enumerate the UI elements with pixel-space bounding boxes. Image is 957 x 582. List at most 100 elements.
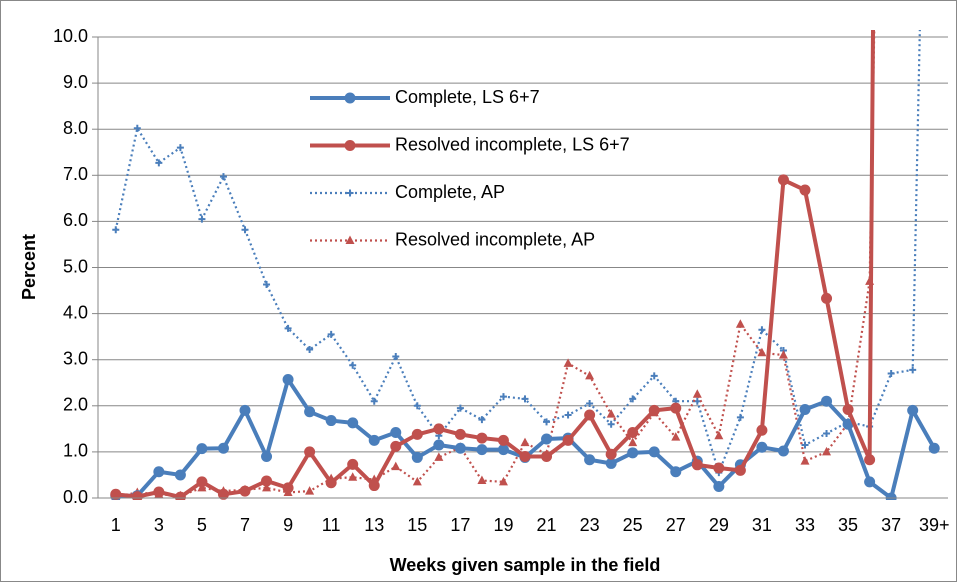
y-axis-label: Percent: [19, 234, 39, 300]
point: [413, 402, 421, 410]
point: [584, 454, 596, 466]
x-tick-label: 29: [709, 515, 729, 535]
point: [648, 404, 660, 416]
point: [541, 451, 553, 463]
x-tick-label: 31: [752, 515, 772, 535]
y-tick-label: 9.0: [63, 72, 88, 92]
point: [456, 404, 464, 412]
point: [799, 184, 811, 196]
x-tick-label: 9: [283, 515, 293, 535]
y-tick-label: 6.0: [63, 210, 88, 230]
x-tick-label: 37: [881, 515, 901, 535]
point: [433, 423, 445, 435]
point: [756, 441, 768, 453]
point: [497, 444, 509, 456]
point: [411, 428, 423, 440]
point: [304, 446, 316, 458]
point: [497, 434, 509, 446]
point: [627, 447, 639, 459]
point: [412, 476, 422, 486]
point: [325, 477, 337, 489]
y-tick-label: 4.0: [63, 302, 88, 322]
point: [713, 480, 725, 492]
point: [262, 482, 272, 492]
point: [842, 403, 854, 415]
point: [155, 159, 163, 167]
point: [392, 352, 400, 360]
x-tick-label: 5: [197, 515, 207, 535]
point: [563, 358, 573, 367]
point: [110, 488, 122, 500]
x-tick-label: 7: [240, 515, 250, 535]
point: [605, 448, 617, 460]
point: [629, 395, 637, 403]
y-tick-label: 0.0: [63, 487, 88, 507]
point: [196, 476, 208, 488]
y-tick-label: 10.0: [53, 26, 88, 46]
point: [263, 281, 271, 289]
x-tick-label: 23: [580, 515, 600, 535]
point: [801, 441, 809, 449]
x-tick-label: 11: [322, 515, 341, 535]
point: [648, 446, 660, 458]
point: [349, 361, 357, 369]
point: [498, 476, 508, 486]
point: [692, 389, 702, 398]
point: [239, 485, 251, 497]
x-tick-label: 27: [666, 515, 686, 535]
point: [670, 466, 682, 478]
point: [476, 444, 488, 456]
x-tick-label: 3: [154, 515, 164, 535]
point: [519, 451, 531, 463]
point: [823, 429, 831, 437]
point: [564, 411, 572, 419]
x-axis-label: Weeks given sample in the field: [390, 555, 661, 575]
point: [454, 442, 466, 454]
point: [305, 486, 315, 495]
point: [562, 434, 574, 446]
axes: 0.01.02.03.04.05.06.07.08.09.010.01 3 5 7 9 1…: [53, 26, 950, 535]
point: [112, 226, 120, 234]
point: [907, 404, 919, 416]
point: [627, 427, 639, 439]
point: [758, 326, 766, 334]
point: [219, 173, 227, 181]
x-tick-label: 25: [623, 515, 643, 535]
y-tick-label: 1.0: [63, 441, 88, 461]
point: [909, 366, 917, 374]
point: [757, 347, 767, 357]
point: [713, 462, 725, 474]
x-tick-label: 17: [450, 515, 470, 535]
point: [153, 486, 165, 498]
x-tick-label: 15: [407, 515, 427, 535]
point: [521, 395, 529, 403]
point: [347, 458, 359, 470]
point: [174, 469, 186, 481]
point: [391, 461, 401, 471]
point: [325, 415, 337, 427]
point: [433, 439, 445, 451]
point: [543, 418, 551, 426]
point: [282, 374, 294, 386]
point: [217, 442, 229, 454]
y-tick-label: 8.0: [63, 118, 88, 138]
legend: Complete, LS 6+7 Resolved incomplete, LS …: [310, 87, 630, 249]
point: [541, 433, 553, 445]
legend-label: Complete, AP: [395, 182, 505, 202]
y-tick-label: 5.0: [63, 256, 88, 276]
point: [628, 437, 638, 447]
x-tick-label: 35: [838, 515, 858, 535]
point: [282, 482, 294, 494]
point: [198, 215, 206, 223]
legend-marker: [344, 140, 356, 151]
legend-label: Complete, LS 6+7: [395, 87, 540, 107]
point: [928, 442, 940, 454]
point: [347, 417, 359, 429]
point: [327, 330, 335, 338]
point: [777, 445, 789, 457]
point: [261, 451, 273, 463]
point: [800, 456, 810, 465]
point: [585, 370, 595, 380]
